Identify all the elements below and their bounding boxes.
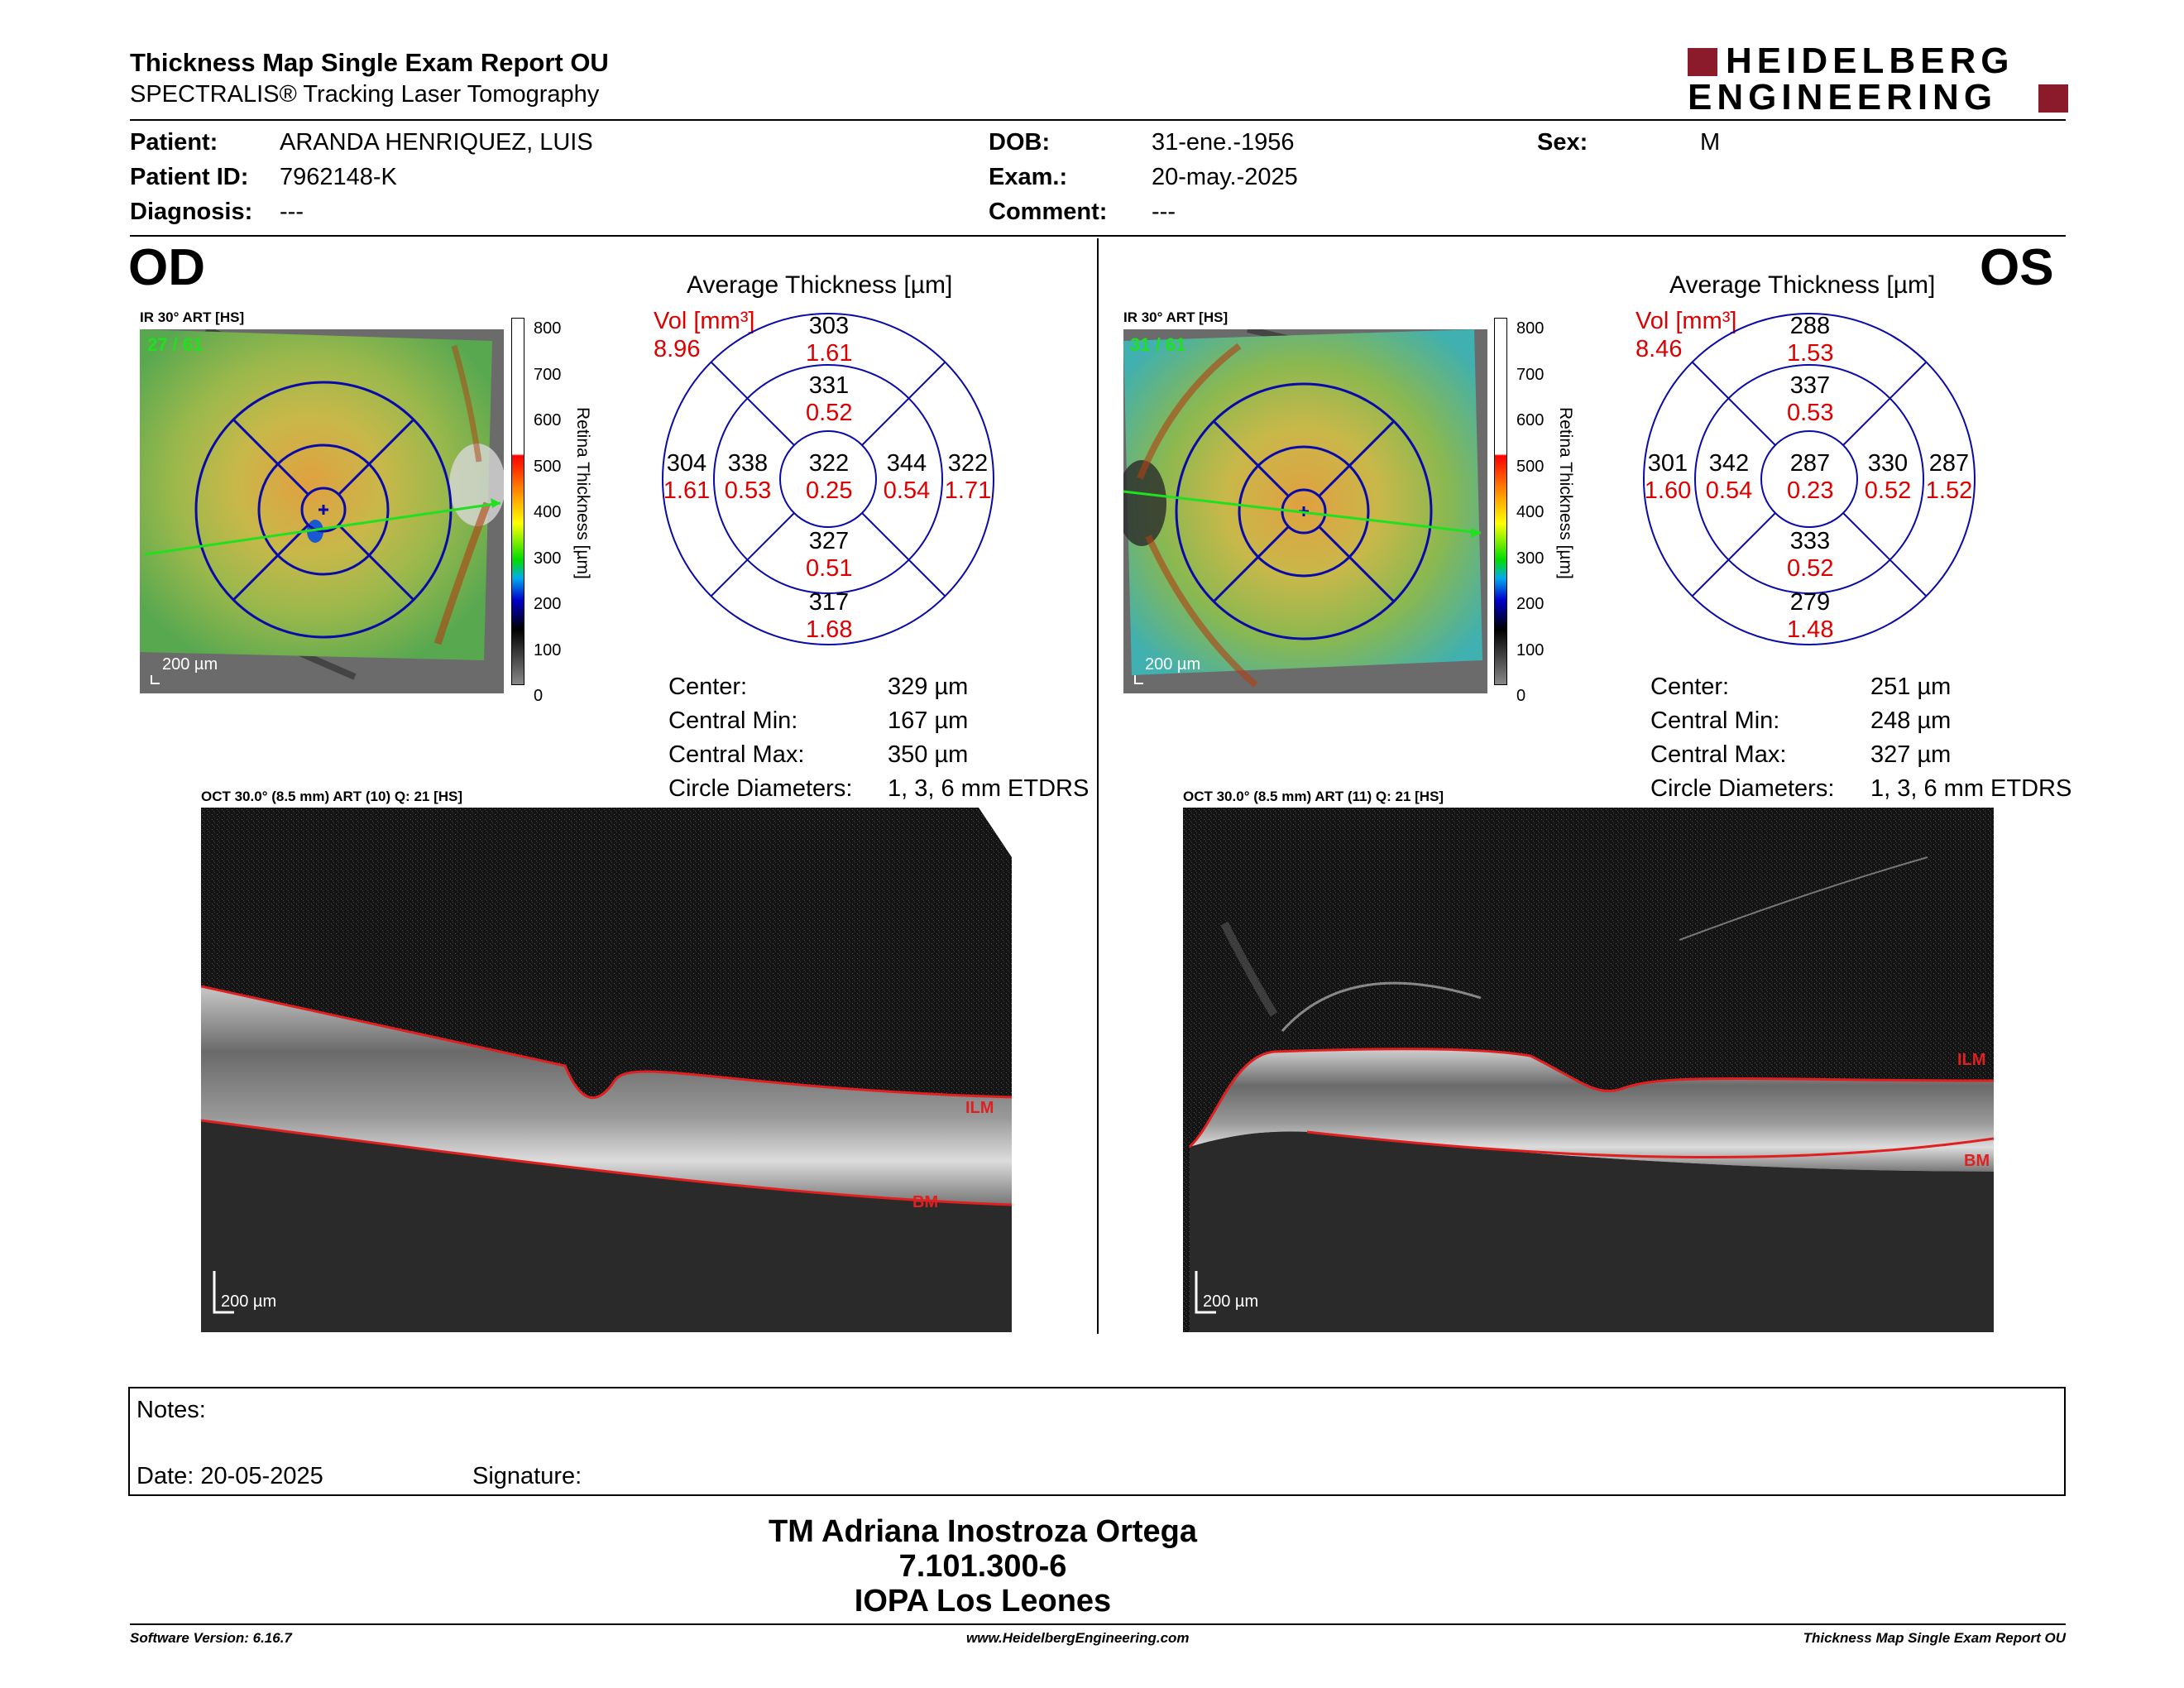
software-version: Software Version: 6.16.7: [130, 1630, 292, 1646]
os-etdrs-values: 288 1.53 337 0.53 287 0.23 333 0.52 279 1.48 …: [1644, 313, 1973, 643]
od-etdrs-overlay: [194, 381, 453, 639]
os-oct-scan: ILM BM 200 µm: [1183, 808, 1994, 1332]
diagnosis-label: Diagnosis:: [130, 199, 253, 225]
od-vol-label: Vol [mm³]: [654, 308, 755, 334]
patient-name: ARANDA HENRIQUEZ, LUIS: [280, 129, 593, 156]
od-vol-total: 8.96: [654, 336, 701, 362]
notes-box[interactable]: Notes: Date: 20-05-2025 Signature:: [128, 1387, 2066, 1496]
patient-id-label: Patient ID:: [130, 164, 249, 190]
od-etdrs-grid: [662, 313, 994, 645]
dob: 31-ene.-1956: [1152, 129, 1295, 156]
comment: ---: [1152, 199, 1176, 225]
od-eye-label: OD: [128, 239, 205, 296]
heidelberg-logo: HEIDELBERG ENGINEERING: [1688, 41, 2068, 117]
os-colorbar-ticks: 800 700 600 500 400 300 200 100 0: [1516, 319, 1545, 705]
sex: M: [1700, 129, 1721, 156]
website-link[interactable]: www.HeidelbergEngineering.com: [966, 1630, 1190, 1646]
od-fundus-label: IR 30° ART [HS]: [140, 309, 245, 325]
od-avg-title: Average Thickness [µm]: [687, 271, 953, 299]
patient-label: Patient:: [130, 129, 218, 156]
od-oct-scale: 200 µm: [221, 1292, 277, 1311]
os-vol-total: 8.46: [1636, 336, 1683, 362]
exam-date: 20-may.-2025: [1152, 164, 1298, 190]
sex-label: Sex:: [1537, 129, 1588, 156]
os-fundus-map: [1123, 329, 1487, 693]
od-bm-label: BM: [912, 1193, 939, 1211]
os-etdrs-overlay: [1175, 382, 1433, 640]
od-colorbar-ticks: 800 700 600 500 400 300 200 100 0: [534, 319, 562, 705]
report-title: Thickness Map Single Exam Report OU: [130, 48, 609, 77]
signature-label: Signature:: [472, 1463, 582, 1489]
od-fundus-map: [140, 329, 504, 693]
os-stats-labels: Center: Central Min: Central Max: Circle D…: [1650, 674, 1835, 802]
comment-label: Comment:: [989, 199, 1108, 225]
os-frame-counter: 31 / 61: [1130, 334, 1186, 355]
signatory-rut: 7.101.300-6: [898, 1549, 1067, 1584]
os-avg-title: Average Thickness [µm]: [1669, 271, 1936, 299]
os-eye-label: OS: [1980, 239, 2054, 296]
os-etdrs-grid: [1643, 313, 1976, 645]
od-colorbar-label: Retina Thickness [µm]: [573, 407, 592, 579]
od-colorbar: [511, 318, 524, 685]
exam-label: Exam.:: [989, 164, 1068, 190]
signatory-institution: IOPA Los Leones: [854, 1584, 1112, 1618]
od-ilm-label: ILM: [965, 1099, 994, 1117]
os-bm-label: BM: [1964, 1152, 1990, 1170]
footer-report-name: Thickness Map Single Exam Report OU: [1803, 1630, 2066, 1646]
od-stats-labels: Center: Central Min: Central Max: Circle D…: [668, 674, 853, 802]
od-stats-values: 329 µm 167 µm 350 µm 1, 3, 6 mm ETDRS: [888, 674, 1090, 802]
notes-date: Date: 20-05-2025: [136, 1463, 323, 1489]
signatory-name: TM Adriana Inostroza Ortega: [769, 1514, 1197, 1549]
os-ilm-label: ILM: [1957, 1051, 1986, 1069]
report-subtitle: SPECTRALIS® Tracking Laser Tomography: [130, 81, 600, 108]
os-fundus-scale: 200 µm: [1145, 655, 1201, 674]
os-oct-scale: 200 µm: [1203, 1292, 1259, 1311]
os-oct-label: OCT 30.0° (8.5 mm) ART (11) Q: 21 [HS]: [1183, 789, 1444, 804]
patient-id: 7962148-K: [280, 164, 397, 190]
os-stats-values: 251 µm 248 µm 327 µm 1, 3, 6 mm ETDRS: [1870, 674, 2072, 802]
dob-label: DOB:: [989, 129, 1051, 156]
logo-line1: HEIDELBERG: [1726, 41, 2014, 81]
notes-label: Notes:: [136, 1397, 206, 1423]
os-colorbar-label: Retina Thickness [µm]: [1556, 407, 1575, 579]
od-fundus-scale: 200 µm: [162, 655, 218, 674]
od-oct-label: OCT 30.0° (8.5 mm) ART (10) Q: 21 [HS]: [201, 789, 463, 804]
os-vol-label: Vol [mm³]: [1636, 308, 1737, 334]
od-frame-counter: 27 / 61: [147, 334, 204, 355]
os-colorbar: [1494, 318, 1507, 685]
od-oct-scan: ILM BM 200 µm: [201, 808, 1012, 1332]
diagnosis: ---: [280, 199, 304, 225]
logo-line2: ENGINEERING: [1688, 77, 1998, 117]
os-fundus-label: IR 30° ART [HS]: [1123, 309, 1228, 325]
od-etdrs-values: 303 1.61 331 0.52 322 0.25 327 0.51 317 1.68 …: [663, 313, 992, 643]
